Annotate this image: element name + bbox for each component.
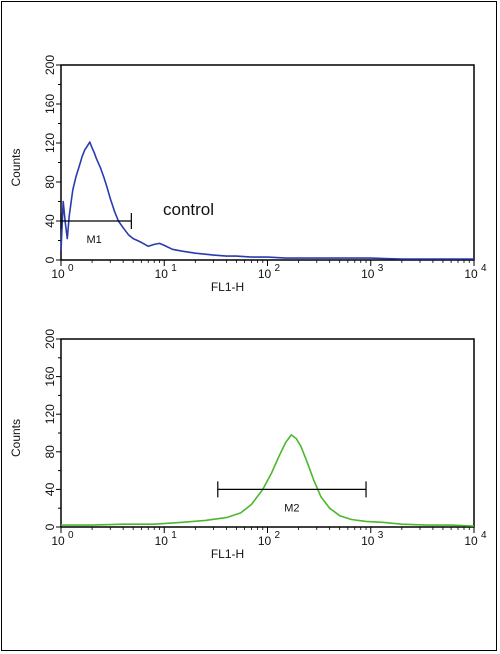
x-tick-label: 10 xyxy=(51,267,65,281)
y-tick-label: 0 xyxy=(43,523,57,530)
x-tick-label: 10 xyxy=(258,534,272,548)
x-axis-label: FL1-H xyxy=(211,280,244,294)
x-tick-exponent: 1 xyxy=(171,263,177,274)
x-tick-exponent: 2 xyxy=(275,263,281,274)
x-tick-exponent: 1 xyxy=(171,530,177,541)
x-tick-exponent: 3 xyxy=(378,263,384,274)
plot-area xyxy=(60,338,475,528)
gate-label: M1 xyxy=(87,234,102,246)
y-tick-label: 80 xyxy=(43,445,57,459)
gate-label: M2 xyxy=(284,502,299,514)
y-tick-label: 0 xyxy=(43,256,57,263)
y-axis-label: Counts xyxy=(9,148,23,186)
histogram-line xyxy=(61,434,475,527)
y-tick-label: 40 xyxy=(43,214,57,228)
x-tick-label: 10 xyxy=(464,267,478,281)
y-tick-label: 120 xyxy=(43,133,57,153)
y-axis-label: Counts xyxy=(9,419,23,457)
x-tick-label: 10 xyxy=(155,534,169,548)
x-tick-exponent: 2 xyxy=(275,530,281,541)
plot-area xyxy=(60,64,475,261)
y-tick-label: 200 xyxy=(43,55,57,75)
x-tick-exponent: 4 xyxy=(481,263,487,274)
y-tick-label: 80 xyxy=(43,175,57,189)
x-tick-exponent: 3 xyxy=(378,530,384,541)
x-tick-exponent: 0 xyxy=(68,263,74,274)
histogram-line xyxy=(60,141,474,260)
x-tick-label: 10 xyxy=(155,267,169,281)
x-tick-label: 10 xyxy=(361,267,375,281)
annotation-control: control xyxy=(163,200,214,219)
x-tick-label: 10 xyxy=(361,534,375,548)
y-tick-label: 40 xyxy=(43,482,57,496)
x-tick-label: 10 xyxy=(464,534,478,548)
x-tick-label: 10 xyxy=(51,534,65,548)
y-tick-label: 120 xyxy=(43,404,57,424)
x-tick-label: 10 xyxy=(258,267,272,281)
x-tick-exponent: 4 xyxy=(481,530,487,541)
x-tick-exponent: 0 xyxy=(68,530,74,541)
y-tick-label: 160 xyxy=(43,94,57,114)
x-axis-label: FL1-H xyxy=(211,547,244,561)
y-tick-label: 200 xyxy=(43,329,57,349)
y-tick-label: 160 xyxy=(43,366,57,386)
